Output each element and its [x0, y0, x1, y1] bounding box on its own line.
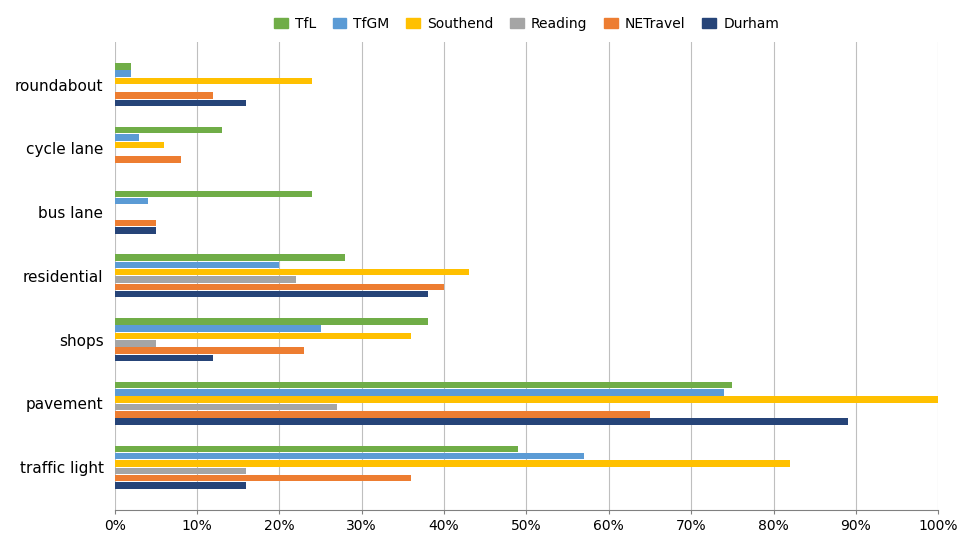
Bar: [115, 134, 139, 141]
Bar: [115, 198, 148, 204]
Bar: [115, 340, 156, 346]
Bar: [115, 404, 337, 410]
Bar: [115, 127, 222, 133]
Bar: [115, 261, 279, 268]
Bar: [115, 191, 312, 197]
Bar: [115, 141, 164, 148]
Bar: [115, 284, 444, 290]
Bar: [115, 227, 156, 233]
Bar: [115, 326, 320, 332]
Bar: [115, 475, 412, 481]
Bar: [115, 355, 213, 361]
Bar: [115, 93, 213, 99]
Bar: [115, 389, 724, 396]
Bar: [115, 100, 246, 106]
Bar: [115, 482, 246, 489]
Bar: [115, 467, 246, 474]
Bar: [115, 276, 296, 283]
Bar: [115, 453, 584, 459]
Bar: [115, 71, 131, 77]
Bar: [115, 220, 156, 226]
Bar: [115, 347, 304, 354]
Bar: [115, 446, 519, 452]
Bar: [115, 254, 345, 261]
Legend: TfL, TfGM, Southend, Reading, NETravel, Durham: TfL, TfGM, Southend, Reading, NETravel, …: [269, 12, 784, 36]
Bar: [115, 78, 312, 84]
Bar: [115, 269, 469, 276]
Bar: [115, 63, 131, 70]
Bar: [115, 460, 790, 467]
Bar: [115, 318, 427, 324]
Bar: [115, 382, 733, 389]
Bar: [115, 291, 427, 298]
Bar: [115, 411, 650, 418]
Bar: [115, 397, 938, 403]
Bar: [115, 419, 847, 425]
Bar: [115, 333, 412, 339]
Bar: [115, 156, 181, 163]
